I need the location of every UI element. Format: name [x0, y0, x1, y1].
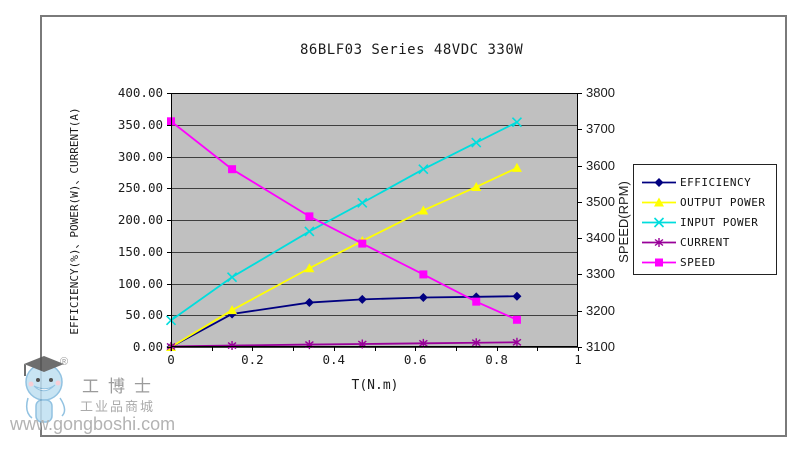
legend-label: SPEED — [680, 255, 716, 269]
right-tick-label: 3700 — [586, 121, 615, 136]
watermark-brand: 工博士 — [82, 377, 160, 397]
left-tick-label: 350.00 — [118, 117, 163, 132]
legend-label: INPUT POWER — [680, 215, 759, 229]
legend-item-output-power: OUTPUT POWER — [642, 192, 776, 212]
right-tick-label: 3100 — [586, 339, 615, 354]
x-tick-label: 0.4 — [323, 352, 346, 367]
right-tick-label: 3400 — [586, 230, 615, 245]
left-tick-label: 100.00 — [118, 276, 163, 291]
legend-label: OUTPUT POWER — [680, 195, 766, 209]
right-tick-label: 3800 — [586, 85, 615, 100]
x-tick-label: 0.2 — [241, 352, 264, 367]
registered-mark: ® — [60, 356, 69, 368]
left-tick-label: 50.00 — [125, 307, 163, 322]
legend-label: CURRENT — [680, 235, 730, 249]
legend-label: EFFICIENCY — [680, 175, 752, 189]
legend-item-current: CURRENT — [642, 232, 776, 252]
left-tick-label: 200.00 — [118, 212, 163, 227]
square-marker-icon — [642, 258, 676, 266]
left-tick-label: 300.00 — [118, 149, 163, 164]
plot-border — [171, 93, 578, 347]
x-marker-icon — [642, 216, 676, 228]
watermark-url: www.gongboshi.com — [10, 414, 176, 434]
diamond-marker-icon — [642, 177, 676, 187]
x-tick-label: 0.8 — [485, 352, 508, 367]
legend-item-speed: SPEED — [642, 252, 776, 272]
right-tick-label: 3500 — [586, 194, 615, 209]
legend-item-efficiency: EFFICIENCY — [642, 172, 776, 192]
left-tick-label: 150.00 — [118, 244, 163, 259]
right-tick-label: 3600 — [586, 158, 615, 173]
triangle-marker-icon — [642, 197, 676, 206]
right-tick-label: 3300 — [586, 266, 615, 281]
series-input-power — [165, 117, 523, 326]
chart-title: 86BLF03 Series 48VDC 330W — [300, 42, 524, 58]
x-tick-label: 1 — [574, 352, 582, 367]
left-tick-label: 0.00 — [133, 339, 163, 354]
left-tick-label: 250.00 — [118, 180, 163, 195]
x-axis-title: T(N.m) — [351, 378, 399, 393]
legend-item-input-power: INPUT POWER — [642, 212, 776, 232]
mascot-logo — [24, 356, 66, 423]
left-axis-title: EFFICIENCY(%)、POWER(W)、CURRENT(A) — [68, 107, 81, 335]
left-tick-label: 400.00 — [118, 85, 163, 100]
chart-legend: EFFICIENCY OUTPUT POWER INPUT POWER CURRENT… — [633, 164, 777, 275]
x-tick-label: 0.6 — [404, 352, 427, 367]
right-tick-label: 3200 — [586, 303, 615, 318]
right-axis-title: SPEED(RPM) — [616, 181, 631, 263]
x-tick-label: 0 — [167, 352, 175, 367]
asterisk-marker-icon — [642, 237, 676, 247]
watermark-subtitle: 工业品商城 — [80, 399, 156, 414]
